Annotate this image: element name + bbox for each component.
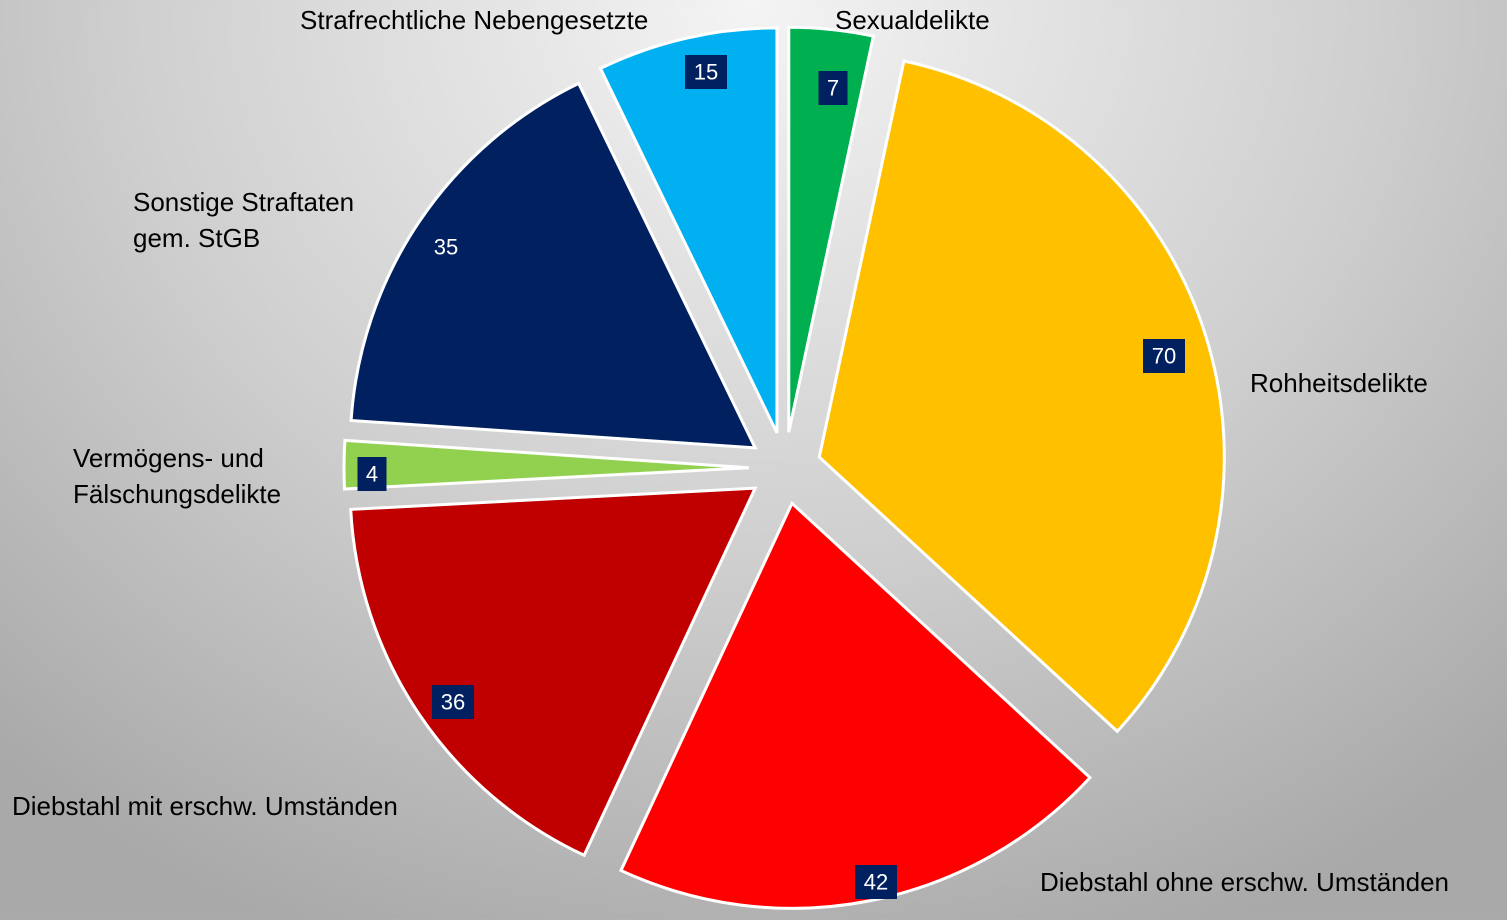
pie-slice [349, 486, 758, 858]
value-label: 36 [432, 685, 474, 719]
value-label: 4 [357, 457, 387, 491]
category-label: Vermögens- und Fälschungsdelikte [73, 443, 282, 509]
category-label: Sexualdelikte [835, 5, 990, 35]
value-label-box [432, 685, 474, 719]
category-label: Rohheitsdelikte [1250, 368, 1428, 398]
pie-slice [618, 500, 1093, 910]
category-label: Diebstahl ohne erschw. Umständen [1040, 867, 1450, 897]
value-label-box [357, 457, 387, 491]
value-label: 42 [855, 865, 897, 899]
value-label: 15 [685, 55, 727, 89]
value-label-box [685, 55, 727, 89]
pie-slice [787, 25, 876, 433]
value-label: 7 [818, 71, 848, 105]
value-label-box [1143, 339, 1185, 373]
pie-slice [598, 26, 779, 434]
category-label: Diebstahl mit erschw. Umständen [12, 791, 398, 821]
value-label-text: 42 [864, 870, 888, 895]
pie-slice [817, 59, 1226, 734]
category-label: Strafrechtliche Nebengesetzte [300, 5, 649, 35]
value-label-text: 7 [827, 76, 839, 101]
value-label-text: 70 [1152, 344, 1176, 369]
value-label-text: 36 [441, 690, 465, 715]
value-label-text: 4 [366, 462, 378, 487]
category-label: Sonstige Straftaten gem. StGB [133, 187, 355, 253]
value-label: 70 [1143, 339, 1185, 373]
value-label-box [855, 865, 897, 899]
pie-slice [342, 438, 750, 491]
value-label: 35 [434, 235, 458, 260]
value-label-text: 35 [434, 235, 458, 260]
value-label-text: 15 [694, 60, 718, 85]
pie-slice [349, 81, 758, 450]
value-label-box [818, 71, 848, 105]
